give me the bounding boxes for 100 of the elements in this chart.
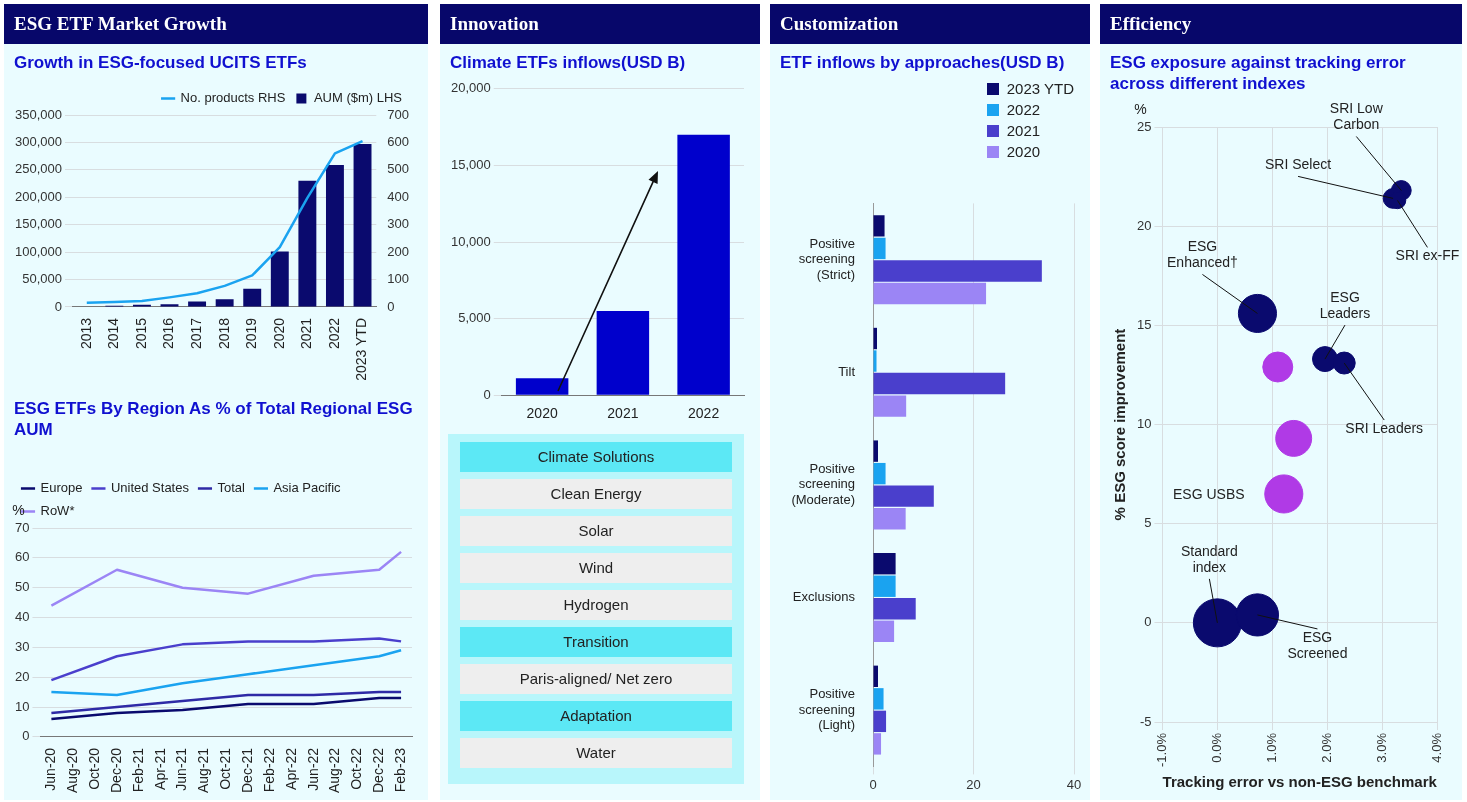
- y-tick-label: 15: [1136, 316, 1152, 332]
- chart-subtitle: Climate ETFs inflows(USD B): [449, 52, 687, 74]
- y-tick-label: 10,000: [451, 233, 491, 249]
- bar: [873, 440, 879, 462]
- x-tick-label: 2022: [688, 405, 720, 422]
- x-tick-label: 20: [966, 776, 981, 792]
- y-tick-label: Exclusions: [792, 589, 856, 605]
- y-tick-label: 10: [14, 698, 30, 714]
- chart-subtitle: Growth in ESG-focused UCITS ETFs: [13, 52, 308, 74]
- x-tick-label: 2023 YTD: [353, 317, 370, 381]
- y-tick-label: 30: [14, 638, 30, 654]
- text: Wind: [460, 553, 732, 583]
- bar: [325, 164, 344, 307]
- bar: [873, 620, 895, 642]
- text: Water: [460, 738, 732, 768]
- x-tick-label: Oct-20: [85, 747, 102, 790]
- x-tick-label: 2021: [607, 405, 639, 422]
- chart-title: Innovation: [440, 4, 760, 44]
- annotation: SRI Select: [1265, 156, 1332, 173]
- text: Paris-aligned/ Net zero: [460, 664, 732, 694]
- annotation: ESG Leaders: [1319, 288, 1371, 321]
- y-tick-label: 40: [14, 609, 30, 625]
- annotation: SRI ex-FF: [1395, 247, 1460, 264]
- y-tick-label: 100,000: [14, 243, 62, 259]
- bar: [873, 553, 896, 575]
- y-tick-label: 60: [14, 549, 30, 565]
- y-tick-label: 50,000: [22, 271, 62, 287]
- bar: [873, 260, 1042, 282]
- bar: [873, 237, 886, 260]
- bar: [873, 485, 934, 507]
- x-tick-label: 2018: [215, 317, 232, 350]
- x-tick-label: 2013: [77, 317, 94, 350]
- x-tick-label: Oct-21: [217, 747, 234, 790]
- bar: [873, 282, 987, 305]
- y2-tick-label: 300: [387, 216, 410, 232]
- x-tick-label: 2020: [526, 405, 558, 422]
- x-tick-label: Jun-20: [42, 747, 59, 791]
- y-tick-label: 15,000: [451, 156, 491, 172]
- y-tick-label: 0: [1144, 614, 1152, 630]
- x-tick-label: 2017: [187, 317, 204, 350]
- bar: [873, 507, 906, 530]
- bar: [873, 598, 916, 620]
- x-tick-label: Jun-21: [173, 747, 190, 791]
- annotation: SRI Leaders: [1345, 419, 1424, 436]
- bar: [873, 688, 884, 710]
- y-tick-label: 200,000: [14, 188, 62, 204]
- x-tick-label: Dec-20: [107, 747, 124, 793]
- y2-tick-label: 600: [387, 134, 410, 149]
- y-tick-label: 0: [483, 386, 491, 402]
- text: %: [12, 501, 25, 518]
- legend-label: United States: [110, 480, 190, 496]
- x-tick-label: Dec-21: [238, 747, 255, 793]
- chart-title: Efficiency: [1100, 4, 1462, 44]
- x-tick-label: Feb-23: [391, 747, 408, 793]
- annotation: ESG USBS: [1173, 485, 1245, 502]
- bar: [873, 372, 1006, 395]
- y-tick-label: 25: [1136, 118, 1152, 134]
- y-tick-label: 10: [1136, 416, 1152, 432]
- bar: [873, 462, 886, 485]
- chart-subtitle: ESG exposure against tracking error across different indexes: [1109, 52, 1407, 95]
- x-tick-label: 2015: [132, 317, 149, 350]
- legend-label: Total: [217, 480, 246, 496]
- annotation: ESG Screened: [1287, 628, 1348, 661]
- x-axis-title: Tracking error vs non-ESG benchmark: [1162, 773, 1438, 791]
- x-tick-label: Feb-21: [129, 747, 146, 793]
- y-tick-label: -5: [1139, 713, 1152, 729]
- x-tick-label: Aug-22: [326, 747, 343, 794]
- chart-title: Customization: [770, 4, 1090, 44]
- x-tick-label: 40: [1066, 776, 1082, 792]
- bar: [873, 395, 907, 417]
- legend-label: AUM ($m) LHS: [313, 90, 403, 106]
- bar: [215, 299, 234, 307]
- y-tick-label: 0: [54, 298, 62, 314]
- x-tick-label: -1.0%: [1154, 732, 1170, 768]
- y-tick-label: Positive screening (Light): [798, 686, 855, 733]
- y-tick-label: Tilt: [838, 363, 856, 379]
- annotation: SRI Low Carbon: [1329, 100, 1384, 133]
- x-tick-label: 2020: [270, 317, 287, 350]
- x-tick-label: 2014: [105, 317, 122, 350]
- x-tick-label: Dec-22: [370, 747, 387, 793]
- x-tick-label: 2021: [298, 317, 315, 350]
- bar: [873, 710, 887, 733]
- x-tick-label: Oct-22: [348, 747, 365, 790]
- legend-label: 2021: [1006, 122, 1041, 139]
- bar: [188, 301, 207, 307]
- bar: [873, 215, 885, 237]
- x-tick-label: 2.0%: [1318, 732, 1334, 763]
- legend-label: 2023 YTD: [1006, 80, 1074, 97]
- y-tick-label: 5: [1144, 515, 1152, 531]
- y2-tick-label: 500: [387, 161, 410, 177]
- y-tick-label: 20,000: [451, 80, 491, 96]
- y-tick-label: 50: [14, 579, 30, 595]
- x-tick-label: 2019: [243, 317, 260, 350]
- y2-tick-label: 700: [387, 106, 410, 122]
- y-tick-label: 300,000: [14, 134, 62, 149]
- bar: [873, 733, 882, 755]
- legend-label: Europe: [40, 480, 83, 496]
- y2-tick-label: 200: [387, 243, 410, 259]
- annotation: ESG Enhanced†: [1167, 238, 1238, 271]
- bar: [873, 350, 877, 372]
